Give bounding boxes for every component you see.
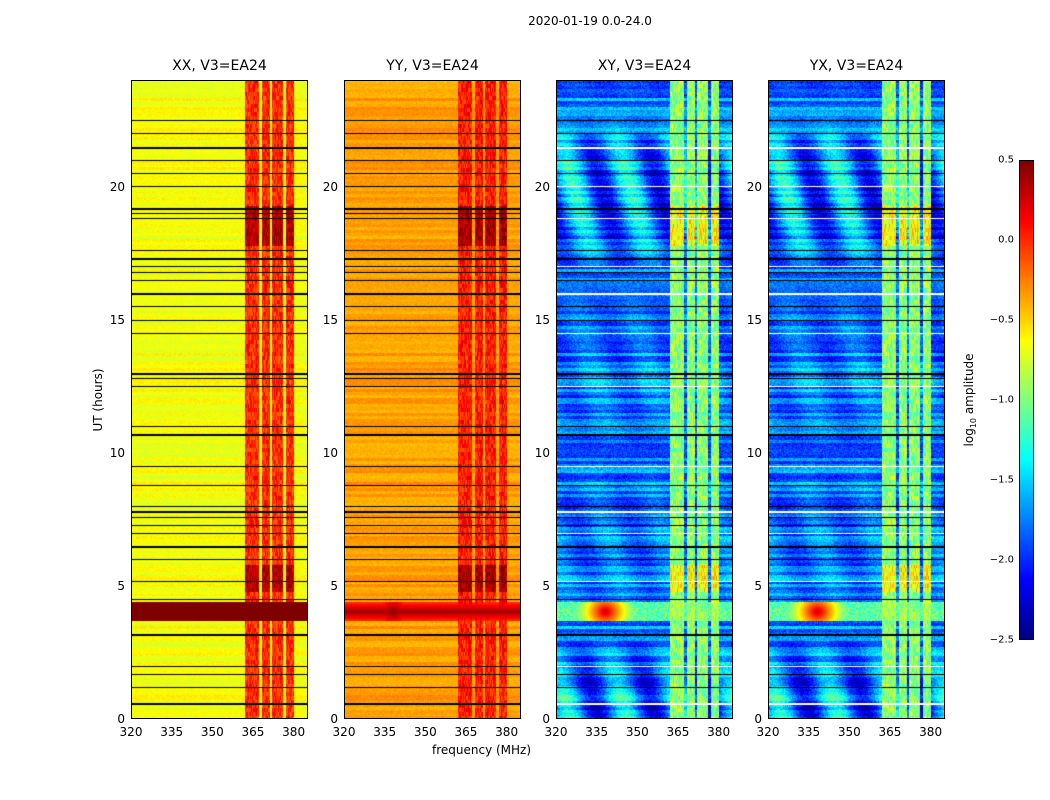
colorbar-tick-label: −2.0	[989, 554, 1014, 566]
plot-frame	[131, 80, 308, 719]
x-tick-label: 365	[666, 725, 690, 739]
plot-frame	[344, 80, 521, 719]
x-tick-label: 350	[413, 725, 437, 739]
plot-frame	[768, 80, 945, 719]
colorbar-tick-label: 0.5	[998, 154, 1014, 166]
colorbar-label: log10 amplitude	[961, 353, 979, 447]
y-tick-label: 10	[109, 445, 125, 460]
y-tick-label: 0	[330, 712, 338, 726]
panel-title: YX, V3=EA24	[809, 58, 904, 74]
colorbar-tick-label: −0.5	[989, 314, 1014, 326]
y-tick-label: 5	[542, 578, 550, 593]
y-tick-label: 5	[117, 578, 125, 593]
y-tick-label: 0	[754, 712, 762, 726]
x-tick-label: 350	[837, 725, 861, 739]
y-tick-label: 5	[330, 578, 338, 593]
heatmap-image	[768, 80, 945, 719]
y-axis-label: UT (hours)	[91, 368, 105, 432]
x-tick-label: 335	[585, 725, 609, 739]
heatmap-panel: XX, V3=EA24 320 335 350 365 380 0 5 10 15 20	[110, 58, 308, 739]
heatmap-image	[344, 80, 521, 719]
x-tick-label: 350	[200, 725, 224, 739]
y-tick-label: 15	[534, 312, 550, 327]
y-tick-label: 15	[746, 312, 762, 327]
y-tick-label: 10	[746, 445, 762, 460]
y-tick-label: 5	[754, 578, 762, 593]
x-tick-label: 320	[544, 725, 568, 739]
heatmap-panel: YX, V3=EA24 320 335 350 365 380 0 5 10 15 20	[747, 58, 945, 739]
x-tick-label: 380	[495, 725, 519, 739]
x-tick-label: 335	[160, 725, 184, 739]
y-tick-label: 0	[117, 712, 125, 726]
heatmap-image	[131, 80, 308, 719]
colorbar	[1019, 160, 1034, 640]
y-tick-label: 15	[109, 312, 125, 327]
heatmap-image	[556, 80, 733, 719]
colorbar-tick-label: −1.0	[989, 394, 1014, 406]
y-tick-label: 10	[322, 445, 338, 460]
x-tick-label: 335	[373, 725, 397, 739]
x-tick-label: 335	[797, 725, 821, 739]
y-tick-label: 10	[534, 445, 550, 460]
y-tick-label: 20	[746, 179, 762, 194]
x-tick-label: 380	[707, 725, 731, 739]
x-tick-label: 350	[625, 725, 649, 739]
panel-title: XX, V3=EA24	[172, 58, 267, 74]
y-tick-label: 20	[322, 179, 338, 194]
x-tick-label: 320	[332, 725, 356, 739]
x-tick-label: 380	[919, 725, 943, 739]
x-tick-label: 365	[241, 725, 265, 739]
x-tick-label: 320	[756, 725, 780, 739]
x-tick-label: 380	[282, 725, 306, 739]
colorbar-tick-label: −1.5	[989, 474, 1014, 486]
plot-frame	[556, 80, 733, 719]
y-tick-label: 15	[322, 312, 338, 327]
x-tick-label: 365	[454, 725, 478, 739]
y-tick-label: 0	[542, 712, 550, 726]
colorbar-tick-label: −2.5	[989, 634, 1014, 646]
x-axis-label: frequency (MHz)	[432, 743, 532, 757]
heatmap-panel: YY, V3=EA24 320 335 350 365 380 0 5 10 15 20	[323, 58, 521, 739]
colorbar-tick-label: 0.0	[998, 234, 1014, 246]
y-tick-label: 20	[109, 179, 125, 194]
figure-title: 2020-01-19 0.0-24.0	[528, 14, 652, 28]
panel-title: XY, V3=EA24	[597, 58, 692, 74]
panel-title: YY, V3=EA24	[386, 58, 479, 74]
x-tick-label: 320	[119, 725, 143, 739]
heatmap-panel: XY, V3=EA24 320 335 350 365 380 0 5 10 15 20	[535, 58, 733, 739]
x-tick-label: 365	[878, 725, 902, 739]
y-tick-label: 20	[534, 179, 550, 194]
